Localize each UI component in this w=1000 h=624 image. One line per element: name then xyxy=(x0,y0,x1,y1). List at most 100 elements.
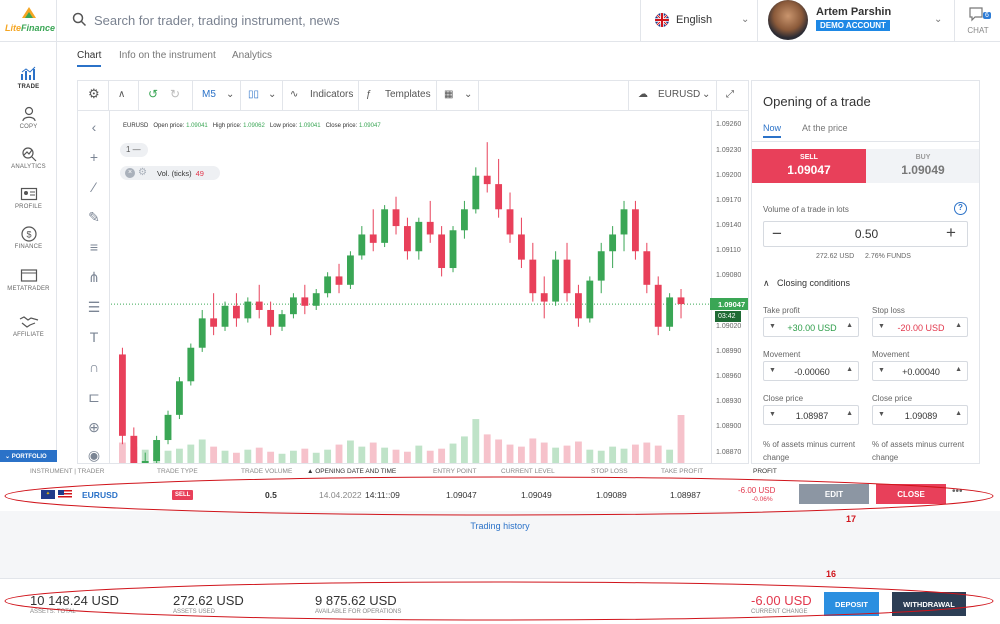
sidebar-item-finance[interactable]: $ FINANCE xyxy=(0,226,57,266)
text-tool-icon[interactable]: T xyxy=(89,329,99,345)
chevron-up-icon[interactable]: ▲ xyxy=(846,322,853,329)
search-bar[interactable]: Search for trader, trading instrument, n… xyxy=(72,11,632,31)
fibonacci-icon[interactable]: ☰ xyxy=(87,299,101,315)
chevron-up-icon[interactable]: ∧ xyxy=(763,278,770,288)
candle-type-icon[interactable]: ▯▯ xyxy=(248,89,260,100)
chevron-down-icon[interactable]: ⌄ xyxy=(268,89,277,100)
timeframe-select[interactable]: M5 xyxy=(202,89,216,100)
sidebar-item-profile[interactable]: PROFILE xyxy=(0,186,57,226)
sidebar-item-trade[interactable]: TRADE xyxy=(0,66,57,106)
tab-instrument-info[interactable]: Info on the instrument xyxy=(119,50,216,61)
redo-icon[interactable]: ↻ xyxy=(170,87,181,101)
pitchfork-icon[interactable]: ⋔ xyxy=(88,269,100,285)
chevron-up-icon[interactable]: ▲ xyxy=(955,366,962,373)
sell-button[interactable]: SELL 1.09047 xyxy=(752,149,866,183)
back-icon[interactable]: ‹ xyxy=(91,119,97,135)
volume-indicator-label[interactable]: × ⚙ Vol. (ticks) 49 xyxy=(120,166,220,180)
user-menu[interactable]: Artem Parshin DEMO ACCOUNT ⌄ xyxy=(758,0,954,42)
undo-icon[interactable]: ↺ xyxy=(148,87,159,101)
eye-icon[interactable]: ◉ xyxy=(87,447,101,463)
language-selector[interactable]: English ⌄ xyxy=(640,0,758,42)
chevron-up-icon[interactable]: ▲ xyxy=(955,322,962,329)
deposit-button[interactable]: DEPOSIT xyxy=(824,592,879,616)
movement-sl-value[interactable]: +0.00040 xyxy=(902,367,940,377)
closing-conditions-toggle[interactable]: Closing conditions xyxy=(777,278,851,288)
templates-button[interactable]: Templates xyxy=(385,89,431,100)
chevron-down-icon[interactable]: ▼ xyxy=(878,367,885,374)
trend-line-icon[interactable]: ⁄ xyxy=(92,179,96,195)
chevron-up-icon[interactable]: ▲ xyxy=(846,366,853,373)
close-price-sl-stepper[interactable]: ▼ 1.09089 ▲ xyxy=(872,405,968,425)
tab-now[interactable]: Now xyxy=(763,123,782,138)
indicators-icon[interactable]: ∿ xyxy=(290,89,299,100)
fullscreen-icon[interactable]: ⤢ xyxy=(726,89,734,100)
movement-tp-stepper[interactable]: ▼ -0.00060 ▲ xyxy=(763,361,859,381)
brush-icon[interactable]: ✎ xyxy=(88,209,100,225)
minus-icon[interactable]: − xyxy=(772,224,782,243)
settings-gear-icon[interactable]: ⚙ xyxy=(138,167,147,178)
movement-tp-value[interactable]: -0.00060 xyxy=(794,367,830,377)
sidebar-item-metatrader[interactable]: METATRADER xyxy=(0,268,57,308)
chevron-down-icon[interactable]: ⌄ xyxy=(702,89,711,100)
chart-scale-pill[interactable]: 1 — xyxy=(120,143,148,157)
close-price-tp-value[interactable]: 1.08987 xyxy=(795,411,829,421)
channel-icon[interactable]: ≡ xyxy=(89,239,99,255)
close-icon[interactable]: × xyxy=(125,168,135,178)
chevron-down-icon[interactable]: ▼ xyxy=(769,323,776,330)
calendar-icon[interactable]: ▦ xyxy=(444,89,454,100)
withdrawal-button[interactable]: WITHDRAWAL xyxy=(892,592,966,616)
take-profit-value[interactable]: 1.08987 xyxy=(670,490,701,500)
stop-loss-stepper[interactable]: ▼ -20.00 USD ▲ xyxy=(872,317,968,337)
take-profit-value[interactable]: +30.00 USD xyxy=(787,323,837,333)
chart-area[interactable]: ⚙ ∧ ↺ ↻ M5 ⌄ ▯▯ ⌄ ∿ Indicators ƒ Templat… xyxy=(77,80,749,464)
sidebar-item-copy[interactable]: COPY xyxy=(0,106,57,146)
plus-icon[interactable]: + xyxy=(946,223,956,242)
symbol-select[interactable]: EURUSD xyxy=(658,89,701,100)
collapse-icon[interactable]: ∧ xyxy=(118,89,126,100)
tab-chart[interactable]: Chart xyxy=(77,50,102,67)
chevron-down-icon[interactable]: ⌄ xyxy=(226,89,235,100)
search-placeholder[interactable]: Search for trader, trading instrument, n… xyxy=(94,13,340,28)
tab-analytics[interactable]: Analytics xyxy=(232,50,273,61)
settings-gear-icon[interactable]: ⚙ xyxy=(88,86,100,101)
chevron-down-icon[interactable]: ▼ xyxy=(878,323,885,330)
chat-button[interactable]: 6 CHAT xyxy=(954,0,1000,42)
instrument-link[interactable]: EURUSD xyxy=(82,490,118,500)
chevron-down-icon[interactable]: ⌄ xyxy=(464,89,473,100)
close-price-tp-stepper[interactable]: ▼ 1.08987 ▲ xyxy=(763,405,859,425)
col-opening-date[interactable]: ▲ OPENING DATE AND TIME xyxy=(307,468,397,475)
measure-icon[interactable]: ⊏ xyxy=(88,389,100,405)
zoom-in-icon[interactable]: ⊕ xyxy=(88,419,100,435)
sidebar-item-affiliate[interactable]: AFFILIATE xyxy=(0,314,57,354)
portfolio-toggle[interactable]: ⌄ PORTFOLIO xyxy=(0,450,57,462)
chevron-down-icon[interactable]: ▼ xyxy=(769,411,776,418)
price-axis[interactable]: 1.09260 1.09230 1.09200 1.09170 1.09140 1.091… xyxy=(711,111,748,463)
sidebar-item-analytics[interactable]: ANALYTICS xyxy=(0,146,57,186)
chevron-up-icon[interactable]: ▲ xyxy=(846,410,853,417)
trading-history-link[interactable]: Trading history xyxy=(470,521,530,531)
movement-sl-stepper[interactable]: ▼ +0.00040 ▲ xyxy=(872,361,968,381)
cloud-icon[interactable]: ☁ xyxy=(638,89,648,100)
crosshair-icon[interactable]: + xyxy=(89,149,99,165)
templates-icon[interactable]: ƒ xyxy=(366,89,372,100)
chevron-up-icon[interactable]: ▲ xyxy=(955,410,962,417)
buy-button[interactable]: BUY 1.09049 xyxy=(866,149,979,183)
tab-at-the-price[interactable]: At the price xyxy=(802,123,848,133)
candlestick-chart[interactable] xyxy=(111,111,711,464)
take-profit-stepper[interactable]: ▼ +30.00 USD ▲ xyxy=(763,317,859,337)
indicators-button[interactable]: Indicators xyxy=(310,89,354,100)
chevron-down-icon[interactable]: ▼ xyxy=(769,367,776,374)
stop-loss-value[interactable]: -20.00 USD xyxy=(897,323,945,333)
lot-value[interactable]: 0.50 xyxy=(854,227,879,241)
magnet-icon[interactable]: ∩ xyxy=(88,359,100,375)
close-position-button[interactable]: CLOSE xyxy=(876,484,946,504)
table-row[interactable]: ✦ EURUSD SELL 0.5 14.04.2022 14:11::09 1… xyxy=(0,481,1000,511)
avatar[interactable] xyxy=(768,0,808,40)
edit-button[interactable]: EDIT xyxy=(799,484,869,504)
logo[interactable]: LiteFinance xyxy=(0,0,57,42)
more-options-icon[interactable]: ••• xyxy=(952,486,963,497)
help-icon[interactable]: ? xyxy=(954,202,967,215)
stop-loss-value[interactable]: 1.09089 xyxy=(596,490,627,500)
lot-stepper[interactable]: − 0.50 + xyxy=(763,221,968,247)
close-price-sl-value[interactable]: 1.09089 xyxy=(904,411,938,421)
